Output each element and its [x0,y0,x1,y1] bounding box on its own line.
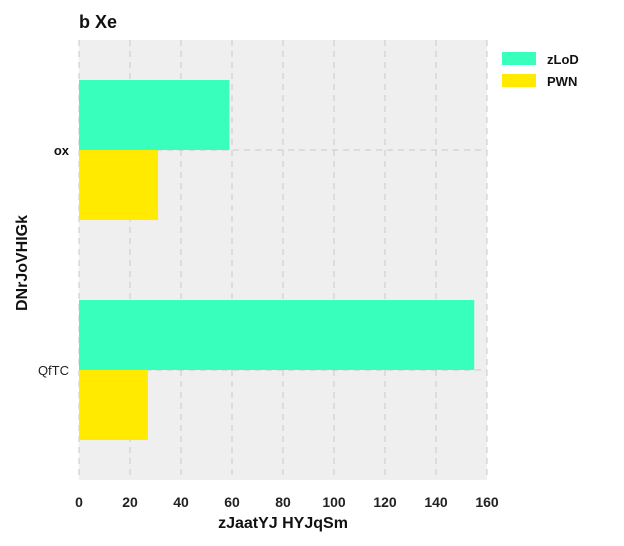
legend-swatch [502,52,536,65]
bar-zLoD-QfTC [79,300,475,370]
bar-PWN-QfTC [79,370,148,440]
bars [79,80,475,440]
x-tick-label: 80 [275,494,291,510]
x-ticks: 0 20 40 60 80 100 120 140 160 [75,494,499,510]
legend-label: PWN [547,74,577,89]
chart-title: b Xe [79,12,117,32]
x-tick-label: 100 [322,494,346,510]
legend: zLoD PWN [502,52,579,89]
y-ticks: ox QfTC [38,143,70,378]
y-axis-label: DNrJoVHIGk [14,215,31,311]
x-axis-label: zJaatYJ HYJqSm [218,515,348,532]
bar-PWN-ox [79,150,159,220]
bar-zLoD-ox [79,80,230,150]
x-tick-label: 120 [373,494,397,510]
legend-swatch [502,74,536,87]
x-tick-label: 40 [173,494,189,510]
x-tick-label: 20 [122,494,138,510]
y-tick-label: ox [54,143,70,158]
x-tick-label: 160 [475,494,499,510]
x-tick-label: 140 [424,494,448,510]
y-tick-label: QfTC [38,363,69,378]
x-tick-label: 60 [224,494,240,510]
x-tick-label: 0 [75,494,83,510]
legend-label: zLoD [547,52,579,67]
